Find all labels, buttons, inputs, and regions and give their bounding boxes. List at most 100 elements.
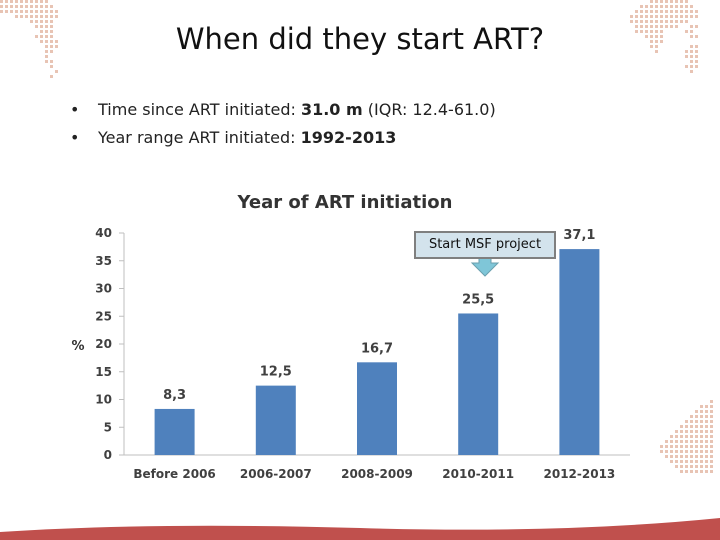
y-axis-label: % bbox=[71, 339, 84, 354]
map-dot bbox=[685, 425, 688, 428]
map-dot bbox=[695, 420, 698, 423]
map-dot bbox=[705, 425, 708, 428]
x-category-label: Before 2006 bbox=[133, 467, 215, 481]
map-dot bbox=[685, 65, 688, 68]
map-dot bbox=[0, 0, 3, 3]
map-dot bbox=[650, 30, 653, 33]
map-dot bbox=[690, 455, 693, 458]
map-dot bbox=[685, 455, 688, 458]
data-label: 8,3 bbox=[163, 388, 186, 403]
map-dot bbox=[680, 435, 683, 438]
map-dot bbox=[55, 70, 58, 73]
map-dot bbox=[690, 10, 693, 13]
bar bbox=[255, 385, 296, 455]
map-dot bbox=[635, 10, 638, 13]
map-dot bbox=[645, 15, 648, 18]
map-dot bbox=[705, 465, 708, 468]
map-dot bbox=[695, 445, 698, 448]
map-dot bbox=[695, 35, 698, 38]
map-dot bbox=[680, 450, 683, 453]
map-dot bbox=[660, 40, 663, 43]
map-dot bbox=[660, 5, 663, 8]
map-dot bbox=[45, 55, 48, 58]
map-dot bbox=[685, 430, 688, 433]
map-dot bbox=[635, 20, 638, 23]
map-dot bbox=[680, 470, 683, 473]
map-dot bbox=[690, 470, 693, 473]
map-dot bbox=[670, 440, 673, 443]
map-dot bbox=[690, 45, 693, 48]
map-dot bbox=[665, 15, 668, 18]
map-dot bbox=[675, 455, 678, 458]
map-dot bbox=[710, 435, 713, 438]
map-dot bbox=[50, 45, 53, 48]
map-dot bbox=[670, 20, 673, 23]
map-dot bbox=[685, 440, 688, 443]
map-dot bbox=[45, 5, 48, 8]
callout-arrow bbox=[470, 257, 500, 277]
map-dot bbox=[50, 10, 53, 13]
map-dot bbox=[700, 465, 703, 468]
map-dot bbox=[700, 450, 703, 453]
map-dot bbox=[690, 425, 693, 428]
map-dot bbox=[45, 30, 48, 33]
map-dot bbox=[690, 450, 693, 453]
map-dot bbox=[665, 5, 668, 8]
map-dot bbox=[685, 15, 688, 18]
map-dot bbox=[640, 15, 643, 18]
map-dot bbox=[710, 465, 713, 468]
map-dot bbox=[640, 5, 643, 8]
data-label: 12,5 bbox=[260, 365, 292, 380]
map-dot bbox=[45, 40, 48, 43]
map-dot bbox=[665, 20, 668, 23]
map-dot bbox=[675, 440, 678, 443]
map-dot bbox=[670, 25, 673, 28]
map-dot bbox=[665, 450, 668, 453]
map-dot bbox=[680, 460, 683, 463]
map-dot bbox=[675, 0, 678, 3]
map-dot bbox=[690, 30, 693, 33]
map-dot bbox=[700, 440, 703, 443]
bullet-value: 31.0 m bbox=[300, 100, 363, 119]
map-dot bbox=[710, 470, 713, 473]
map-dot bbox=[660, 30, 663, 33]
map-dot bbox=[50, 30, 53, 33]
map-dot bbox=[45, 45, 48, 48]
map-dot bbox=[40, 25, 43, 28]
map-dot bbox=[660, 445, 663, 448]
map-dot bbox=[690, 60, 693, 63]
map-dot bbox=[655, 45, 658, 48]
map-dot bbox=[700, 425, 703, 428]
map-dot bbox=[690, 440, 693, 443]
map-dot bbox=[690, 465, 693, 468]
map-dot bbox=[675, 450, 678, 453]
world-map-decoration-left bbox=[0, 0, 58, 78]
map-dot bbox=[690, 70, 693, 73]
data-label: 16,7 bbox=[361, 341, 393, 356]
map-dot bbox=[675, 20, 678, 23]
map-dot bbox=[660, 450, 663, 453]
map-dot bbox=[710, 450, 713, 453]
bullet-list: • Time since ART initiated: 31.0 m (IQR: … bbox=[70, 96, 496, 152]
map-dot bbox=[55, 40, 58, 43]
map-dot bbox=[655, 25, 658, 28]
map-dot bbox=[635, 25, 638, 28]
map-dot bbox=[40, 40, 43, 43]
map-dot bbox=[40, 5, 43, 8]
bullet-prefix: Time since ART initiated: bbox=[98, 100, 301, 119]
map-dot bbox=[30, 0, 33, 3]
map-dot bbox=[45, 50, 48, 53]
map-dot bbox=[0, 5, 3, 8]
map-dot bbox=[665, 25, 668, 28]
map-dot bbox=[680, 10, 683, 13]
map-dot bbox=[670, 0, 673, 3]
map-dot bbox=[705, 460, 708, 463]
map-dot bbox=[680, 440, 683, 443]
map-dot bbox=[665, 0, 668, 3]
map-dot bbox=[680, 0, 683, 3]
map-dot bbox=[675, 465, 678, 468]
map-dot bbox=[705, 415, 708, 418]
map-dot bbox=[650, 10, 653, 13]
world-map-decoration-right bbox=[630, 0, 698, 73]
map-dot bbox=[45, 20, 48, 23]
